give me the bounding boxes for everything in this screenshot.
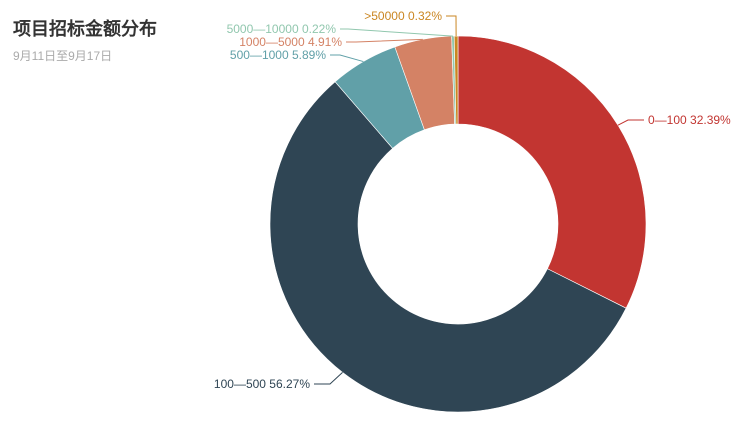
chart-subtitle: 9月11日至9月17日 xyxy=(13,49,113,63)
label-leader-line xyxy=(340,28,453,37)
labels-layer: 0—100 32.39% 100—500 56.27% 500—1000 5.89%… xyxy=(214,9,731,391)
chart-title: 项目招标金额分布 xyxy=(13,19,157,39)
donut-slice[interactable] xyxy=(457,35,647,309)
slice-label: >50000 0.32% xyxy=(364,9,442,23)
slice-label: 0—100 32.39% xyxy=(648,113,731,127)
donut-slice[interactable] xyxy=(269,81,627,413)
label-leader-line xyxy=(330,54,364,63)
slices-layer xyxy=(269,35,647,413)
label-leader-line xyxy=(346,38,423,43)
label-leader-line xyxy=(314,372,343,385)
slice-label: 100—500 56.27% xyxy=(214,377,310,391)
donut-slice[interactable] xyxy=(453,35,459,125)
label-leader-line xyxy=(617,119,644,126)
slice-label: 500—1000 5.89% xyxy=(230,48,326,62)
slice-label: 5000—10000 0.22% xyxy=(227,22,337,36)
label-leader-line xyxy=(446,15,457,37)
slice-label: 1000—5000 4.91% xyxy=(239,35,342,49)
